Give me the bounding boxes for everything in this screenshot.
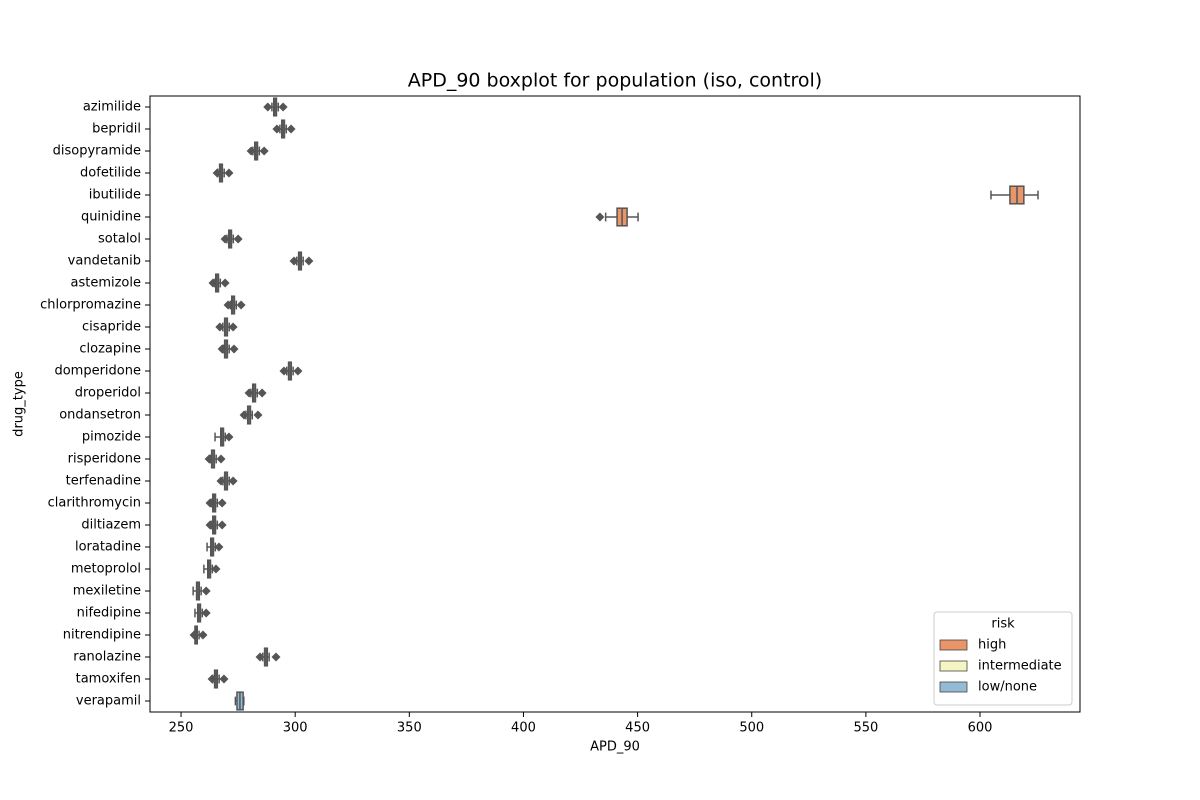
outlier	[217, 520, 227, 530]
outlier	[224, 432, 234, 442]
y-tick-label: quinidine	[81, 210, 141, 225]
y-tick-label: clarithromycin	[48, 496, 141, 511]
outlier	[220, 234, 230, 244]
outlier	[229, 344, 239, 354]
y-tick-label: disopyramide	[53, 144, 141, 159]
outlier	[219, 674, 229, 684]
outlier	[233, 234, 243, 244]
x-tick-label: 400	[511, 721, 536, 736]
outlier	[255, 652, 265, 662]
outlier	[201, 586, 211, 596]
outlier	[272, 124, 282, 134]
outlier	[224, 168, 234, 178]
y-tick-label: tamoxifen	[76, 672, 141, 687]
outlier	[228, 476, 238, 486]
outlier	[217, 498, 227, 508]
chart-title: APD_90 boxplot for population (iso, cont…	[408, 70, 822, 92]
y-tick-label: chlorpromazine	[40, 298, 141, 313]
outlier	[216, 476, 226, 486]
y-tick-label: sotalol	[98, 232, 141, 247]
y-tick-label: ranolazine	[73, 650, 141, 665]
outlier	[289, 256, 299, 266]
outlier	[263, 102, 273, 112]
plot-frame	[149, 95, 1081, 713]
x-tick-label: 600	[968, 721, 993, 736]
x-tick-label: 550	[853, 721, 878, 736]
outlier	[279, 366, 289, 376]
outlier	[205, 520, 215, 530]
y-tick-label: terfenadine	[66, 474, 141, 489]
outlier	[189, 630, 199, 640]
x-tick-label: 250	[169, 721, 194, 736]
legend-swatch	[939, 681, 968, 693]
x-tick-label: 300	[283, 721, 308, 736]
outlier	[236, 300, 246, 310]
y-tick-label: nitrendipine	[63, 628, 141, 643]
y-tick-label: nifedipine	[77, 606, 141, 621]
y-tick-label: pimozide	[82, 430, 141, 445]
y-tick-label: risperidone	[68, 452, 141, 467]
outlier	[253, 410, 263, 420]
y-tick-label: vandetanib	[68, 254, 141, 269]
outlier	[223, 300, 233, 310]
legend-label: high	[978, 638, 1006, 653]
outlier	[198, 630, 208, 640]
y-tick-label: dofetilide	[80, 166, 141, 181]
x-tick-label: 450	[625, 721, 650, 736]
outlier	[595, 212, 605, 222]
outlier	[204, 454, 214, 464]
outlier	[205, 498, 215, 508]
y-tick-label: verapamil	[76, 694, 141, 709]
x-tick-label: 350	[397, 721, 422, 736]
y-tick-label: loratadine	[75, 540, 141, 555]
y-tick-label: bepridil	[92, 122, 141, 137]
outlier	[271, 652, 281, 662]
y-axis-label: drug_type	[12, 371, 27, 437]
x-axis-label: APD_90	[590, 740, 640, 755]
x-tick-label: 500	[739, 721, 764, 736]
outlier	[201, 608, 211, 618]
y-tick-label: ibutilide	[89, 188, 141, 203]
y-tick-label: metoprolol	[71, 562, 141, 577]
outlier	[286, 124, 296, 134]
outlier	[259, 146, 269, 156]
outlier	[244, 388, 254, 398]
y-tick-label: ondansetron	[59, 408, 141, 423]
legend-label: low/none	[978, 680, 1037, 695]
outlier	[304, 256, 314, 266]
outlier	[246, 146, 256, 156]
outlier	[293, 366, 303, 376]
outlier	[212, 168, 222, 178]
y-tick-label: diltiazem	[81, 518, 141, 533]
outlier	[211, 564, 221, 574]
y-tick-label: astemizole	[71, 276, 142, 291]
y-tick-label: mexiletine	[73, 584, 141, 599]
legend-label: intermediate	[978, 659, 1062, 674]
y-tick-label: clozapine	[79, 342, 141, 357]
y-tick-label: domperidone	[54, 364, 141, 379]
y-tick-label: cisapride	[82, 320, 141, 335]
legend-swatch	[939, 660, 968, 672]
outlier	[228, 322, 238, 332]
outlier	[216, 454, 226, 464]
outlier	[257, 388, 267, 398]
outlier	[208, 278, 218, 288]
outlier	[217, 344, 227, 354]
y-tick-label: azimilide	[83, 100, 141, 115]
outlier	[214, 542, 224, 552]
legend-title: risk	[991, 617, 1015, 632]
y-tick-label: droperidol	[75, 386, 141, 401]
outlier	[278, 102, 288, 112]
outlier	[220, 278, 230, 288]
outlier	[239, 410, 249, 420]
legend-box	[933, 611, 1073, 706]
outlier	[215, 322, 225, 332]
outlier	[207, 674, 217, 684]
legend-swatch	[939, 639, 968, 651]
